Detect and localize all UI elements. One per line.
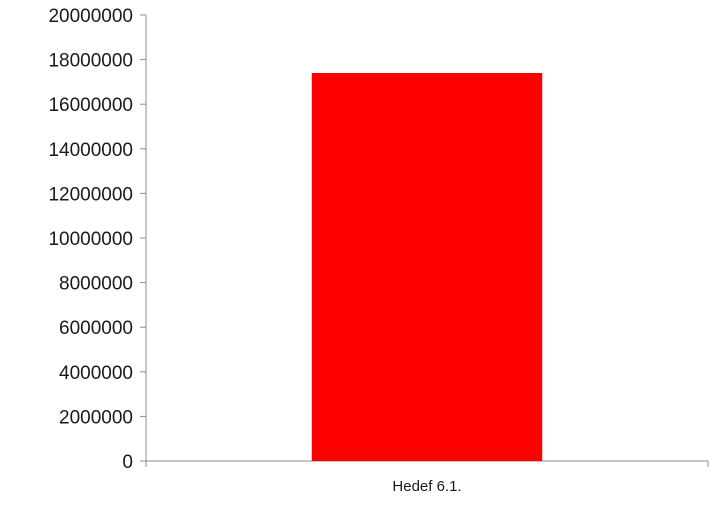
x-tick-label: Hedef 6.1. <box>392 478 461 495</box>
y-tick-label: 18000000 <box>48 51 133 72</box>
y-tick-label: 12000000 <box>48 184 133 205</box>
bar <box>311 72 543 461</box>
y-tick-label: 14000000 <box>48 140 133 161</box>
y-tick-label: 10000000 <box>48 229 133 250</box>
x-axis: Hedef 6.1. <box>145 460 709 495</box>
y-tick-label: 16000000 <box>48 95 133 116</box>
y-tick-label: 4000000 <box>59 363 133 384</box>
y-tick-label: 0 <box>122 452 133 473</box>
y-axis: 0 2000000 4000000 6000000 8000000 10000000 120… <box>48 6 147 473</box>
bars <box>311 72 543 461</box>
y-tick-label: 6000000 <box>59 318 133 339</box>
y-tick-label: 20000000 <box>48 6 133 27</box>
y-tick-label: 2000000 <box>59 407 133 428</box>
y-tick-label: 8000000 <box>59 274 133 295</box>
